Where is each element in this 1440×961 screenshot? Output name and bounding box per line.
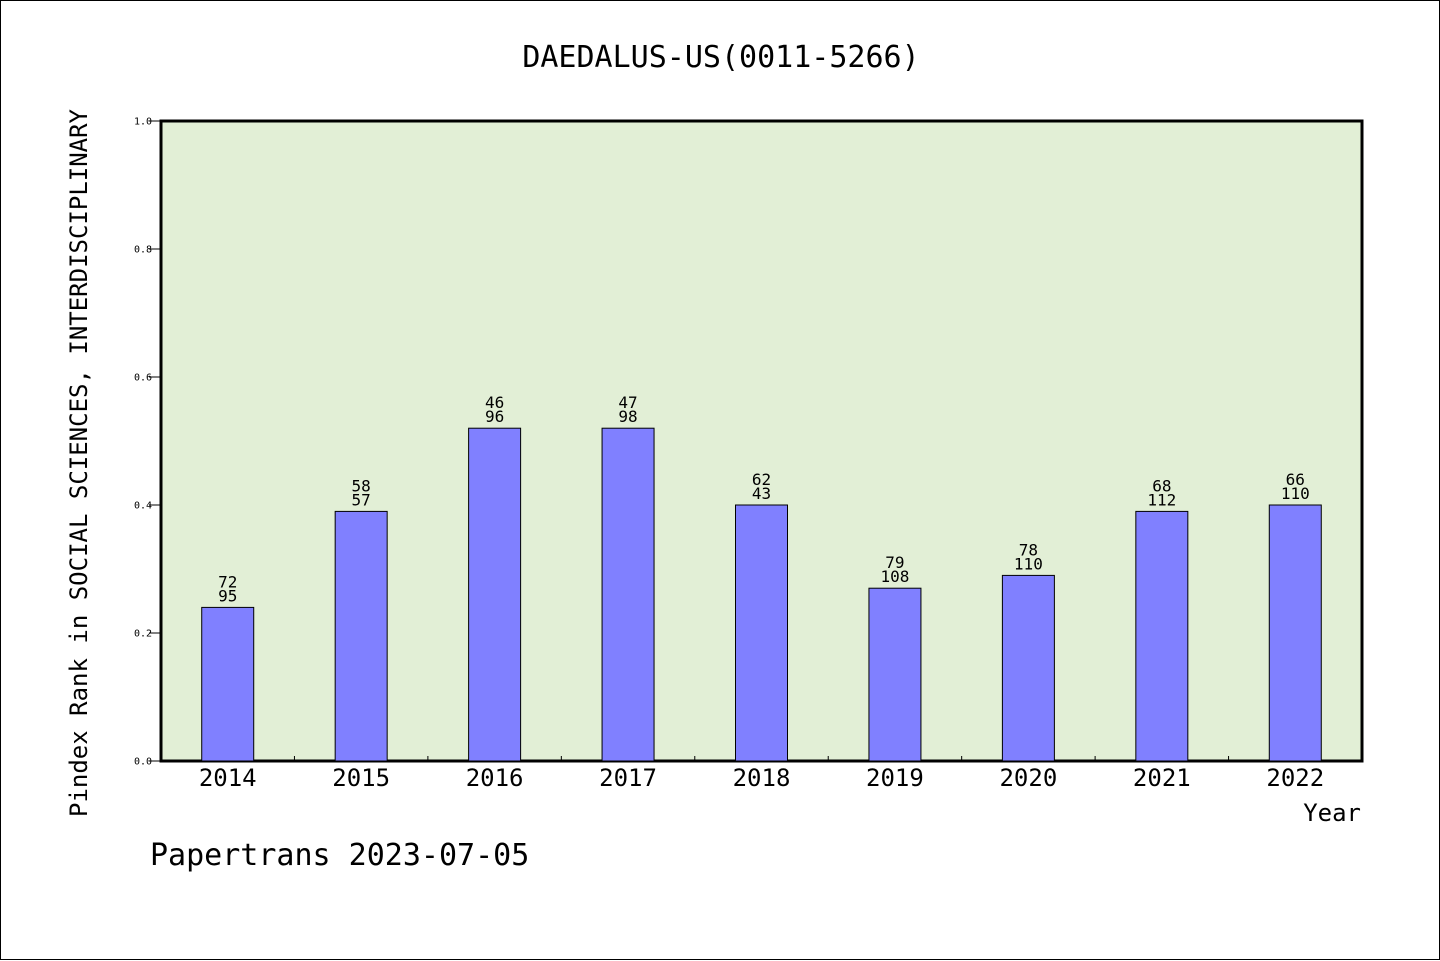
y-tick-label-0.2: 0.2 bbox=[134, 629, 152, 640]
bar-2018 bbox=[735, 504, 788, 762]
bar-label-top-2017: 47 bbox=[618, 393, 637, 412]
y-axis-label: Pindex Rank in SOCIAL SCIENCES, INTERDIS… bbox=[65, 108, 93, 817]
bar-label-top-2022: 66 bbox=[1286, 470, 1305, 489]
y-tick-label-1.0: 1.0 bbox=[134, 117, 152, 128]
bar-label-bottom-2014: 95 bbox=[218, 586, 237, 605]
bar-label-bottom-2019: 108 bbox=[880, 567, 909, 586]
bar-label-bottom-2015: 57 bbox=[352, 490, 371, 509]
bar-label-top-2018: 62 bbox=[752, 470, 771, 489]
x-tick-label-2018: 2018 bbox=[733, 764, 791, 792]
bar-label-bottom-2022: 110 bbox=[1281, 484, 1310, 503]
bar-2015 bbox=[334, 510, 388, 762]
bar-label-bottom-2018: 43 bbox=[752, 484, 771, 503]
x-tick-label-2021: 2021 bbox=[1133, 764, 1191, 792]
x-tick-label-2022: 2022 bbox=[1266, 764, 1324, 792]
bar-2017 bbox=[601, 427, 655, 762]
bar-label-top-2020: 78 bbox=[1019, 540, 1038, 559]
bar-label-bottom-2016: 96 bbox=[485, 407, 504, 426]
x-axis-label: Year bbox=[1303, 799, 1361, 827]
bar-label-top-2019: 79 bbox=[885, 553, 904, 572]
x-tick-label-2016: 2016 bbox=[466, 764, 524, 792]
y-tick-label-0.0: 0.0 bbox=[134, 757, 152, 768]
y-tick-label-0.4: 0.4 bbox=[134, 501, 152, 512]
x-tick-label-2020: 2020 bbox=[999, 764, 1057, 792]
bar-2020 bbox=[1001, 574, 1055, 762]
x-tick-label-2017: 2017 bbox=[599, 764, 657, 792]
footer-credit: Papertrans 2023-07-05 bbox=[150, 838, 529, 873]
x-tick-label-2015: 2015 bbox=[332, 764, 390, 792]
bar-label-bottom-2020: 110 bbox=[1014, 554, 1043, 573]
x-tick-label-2019: 2019 bbox=[866, 764, 924, 792]
bar-label-bottom-2021: 112 bbox=[1147, 490, 1176, 509]
bar-label-top-2016: 46 bbox=[485, 393, 504, 412]
bar-label-top-2014: 72 bbox=[218, 572, 237, 591]
bar-2014 bbox=[201, 606, 255, 762]
bar-2021 bbox=[1135, 510, 1189, 762]
bar-label-bottom-2017: 98 bbox=[618, 407, 637, 426]
bar-2016 bbox=[468, 427, 522, 762]
chart-title: DAEDALUS-US(0011-5266) bbox=[522, 40, 919, 75]
x-tick-label-2014: 2014 bbox=[199, 764, 257, 792]
bar-2022 bbox=[1268, 504, 1322, 762]
ticks-layer: 2014 2015 2016 2017 2018 2019 2020 2021 2022 0.0 0… bbox=[134, 117, 1324, 793]
y-tick-label-0.8: 0.8 bbox=[134, 245, 152, 256]
y-tick-label-0.6: 0.6 bbox=[134, 373, 152, 384]
bar-2019 bbox=[868, 587, 922, 762]
bar-label-top-2015: 58 bbox=[352, 476, 371, 495]
bar-label-top-2021: 68 bbox=[1152, 476, 1171, 495]
